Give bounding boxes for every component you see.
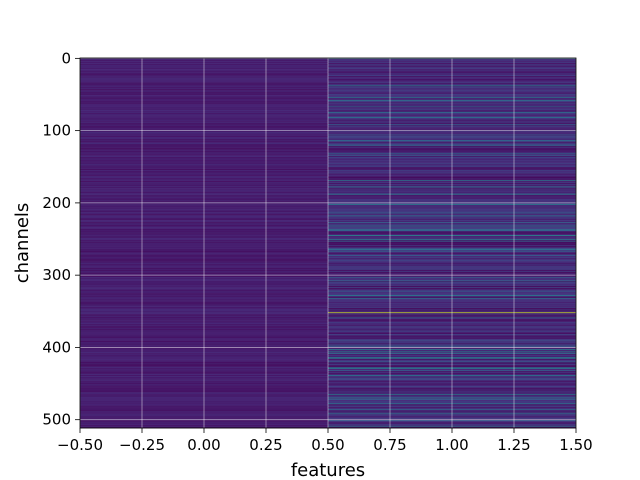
y-tick-label: 500	[42, 411, 71, 429]
x-tick-label: 0.75	[373, 436, 406, 454]
x-tick-label: 0.25	[249, 436, 282, 454]
y-tick-label: 200	[42, 194, 71, 212]
y-tick-label: 100	[42, 122, 71, 140]
x-tick-label: −0.50	[57, 436, 103, 454]
y-axis-ticks: 0 100 200 300 400 500	[42, 49, 80, 429]
x-tick-label: 1.25	[497, 436, 530, 454]
y-tick-label: 0	[61, 49, 71, 67]
x-tick-label: −0.25	[119, 436, 165, 454]
x-tick-label: 0.00	[187, 436, 220, 454]
y-tick-label: 300	[42, 266, 71, 284]
x-axis-label: features	[291, 460, 365, 480]
y-axis-label: channels	[12, 203, 33, 284]
x-axis-ticks: −0.50 −0.25 0.00 0.25 0.50 0.75 1.00 1.25 1.50	[57, 428, 593, 454]
x-tick-label: 1.00	[435, 436, 468, 454]
x-tick-label: 1.50	[559, 436, 592, 454]
y-tick-label: 400	[42, 338, 71, 356]
x-tick-label: 0.50	[311, 436, 344, 454]
